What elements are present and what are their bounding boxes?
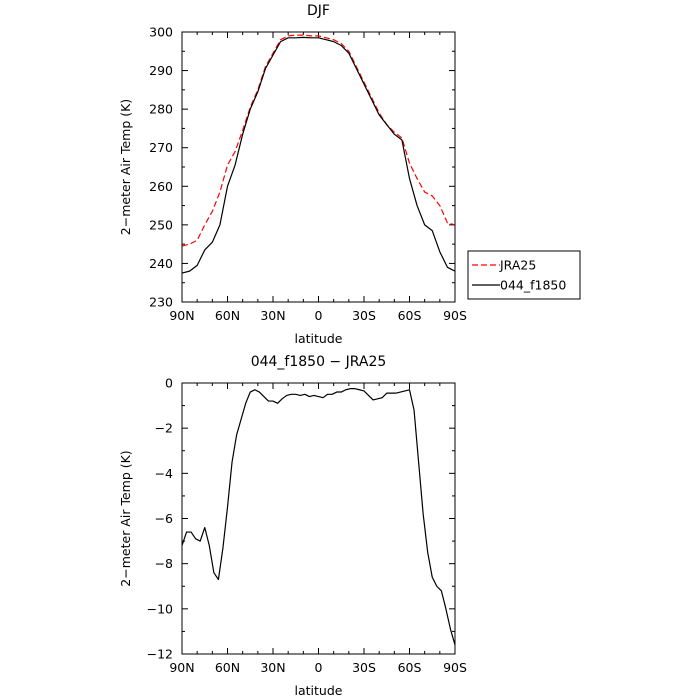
y-tick-label: −2 bbox=[155, 421, 173, 436]
bottom-panel: 044_f1850 − JRA25 2−meter Air Temp (K) l… bbox=[118, 354, 467, 698]
bottom-x-axis-label: latitude bbox=[295, 683, 343, 698]
top-panel: DJF 2−meter Air Temp (K) latitude 90N 60N… bbox=[118, 3, 467, 346]
bottom-axis-ticks: 90N 60N 30N 0 30S 60S 90S 0 −2 −4 −6 −8 −10 −12 bbox=[147, 376, 467, 676]
top-series-line-044-f1850 bbox=[181, 36, 456, 274]
y-tick-label: −4 bbox=[155, 466, 173, 481]
y-tick-label: 260 bbox=[149, 179, 173, 194]
bottom-series-lines bbox=[181, 388, 456, 646]
legend-label-jra25: JRA25 bbox=[499, 258, 536, 273]
x-tick-label: 90N bbox=[169, 660, 194, 675]
x-tick-label: 90S bbox=[443, 660, 467, 675]
y-tick-label: 230 bbox=[149, 295, 173, 310]
y-tick-label: −10 bbox=[147, 601, 173, 616]
x-tick-label: 60N bbox=[215, 308, 240, 323]
legend-box bbox=[467, 250, 581, 300]
y-tick-label: 280 bbox=[149, 102, 173, 117]
top-x-axis-label: latitude bbox=[295, 331, 343, 346]
y-tick-label: 290 bbox=[149, 63, 173, 78]
x-tick-label: 30N bbox=[260, 308, 285, 323]
y-tick-label: 270 bbox=[149, 140, 173, 155]
x-tick-label: 90S bbox=[443, 308, 467, 323]
legend-label-044-f1850: 044_f1850 bbox=[500, 278, 566, 293]
bottom-plot-frame bbox=[181, 382, 456, 655]
top-y-axis-label: 2−meter Air Temp (K) bbox=[118, 99, 133, 235]
bottom-y-axis-label: 2−meter Air Temp (K) bbox=[118, 450, 133, 586]
top-series-line-jra25 bbox=[181, 34, 456, 247]
x-tick-label: 0 bbox=[315, 308, 323, 323]
y-tick-label: 250 bbox=[149, 217, 173, 232]
y-tick-label: 300 bbox=[149, 25, 173, 40]
x-tick-label: 30N bbox=[260, 660, 285, 675]
x-tick-label: 60N bbox=[215, 660, 240, 675]
top-series-lines bbox=[181, 34, 456, 274]
top-chart-title: DJF bbox=[307, 3, 330, 19]
x-tick-label: 0 bbox=[315, 660, 323, 675]
bottom-chart-title: 044_f1850 − JRA25 bbox=[251, 354, 387, 370]
y-tick-label: 0 bbox=[165, 376, 173, 391]
top-axis-ticks: 90N 60N 30N 0 30S 60S 90S 230 240 250 260 270 280 290… bbox=[149, 25, 467, 324]
x-tick-label: 30S bbox=[352, 308, 376, 323]
x-tick-label: 60S bbox=[398, 308, 422, 323]
y-tick-label: −6 bbox=[155, 511, 173, 526]
x-tick-label: 90N bbox=[169, 308, 194, 323]
y-tick-label: 240 bbox=[149, 256, 173, 271]
y-tick-label: −12 bbox=[147, 647, 173, 662]
bottom-series-line-0 bbox=[181, 388, 456, 646]
top-plot-frame bbox=[181, 31, 456, 303]
x-tick-label: 30S bbox=[352, 660, 376, 675]
legend: JRA25 044_f1850 bbox=[467, 250, 581, 300]
x-tick-label: 60S bbox=[398, 660, 422, 675]
y-tick-label: −8 bbox=[155, 556, 173, 571]
